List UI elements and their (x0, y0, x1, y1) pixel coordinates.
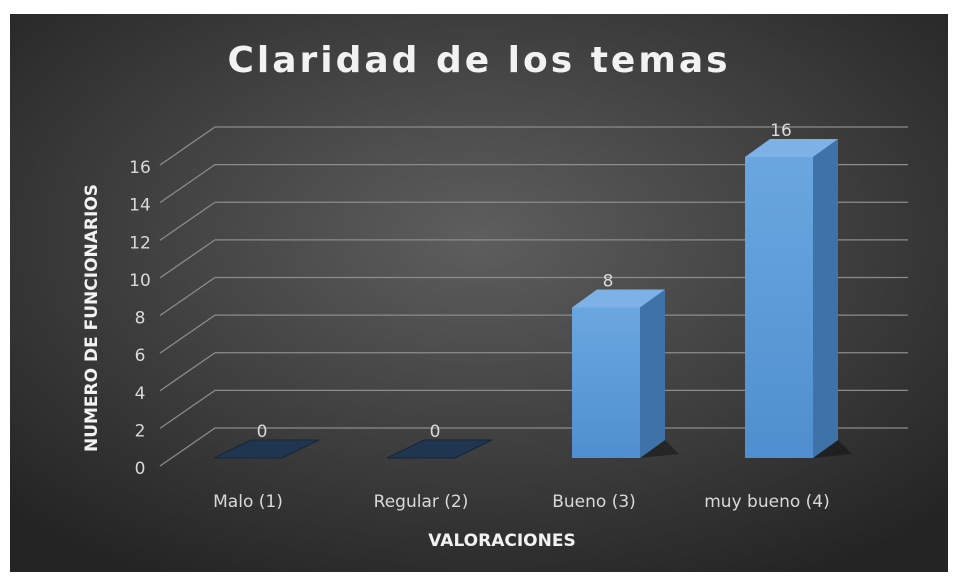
bar (386, 439, 493, 459)
y-tick-label: 12 (129, 233, 151, 253)
grid-line (159, 427, 908, 467)
y-tick-label: 4 (135, 384, 146, 404)
bar-shadow (813, 440, 852, 458)
data-label: 0 (430, 422, 441, 442)
chart-title: Claridad de los temas (227, 40, 730, 81)
grid-line (159, 352, 908, 392)
x-tick-label: Bueno (3) (552, 492, 636, 512)
data-label: 8 (603, 272, 614, 292)
y-tick-label: 14 (129, 196, 151, 216)
y-tick-label: 16 (129, 158, 151, 178)
grid-line (159, 314, 908, 354)
x-tick-label: muy bueno (4) (704, 492, 829, 512)
y-tick-label: 8 (135, 309, 146, 329)
x-tick-label: Malo (1) (213, 492, 283, 512)
bar-side (813, 139, 838, 458)
grid-line (159, 163, 908, 204)
bar-top (745, 139, 838, 157)
bar-side (640, 289, 665, 458)
grid-line (159, 126, 908, 166)
bar-shadow (640, 440, 679, 458)
bar-top (572, 289, 665, 308)
y-tick-label: 2 (135, 421, 146, 441)
x-tick-label: Regular (2) (374, 492, 469, 512)
bar (213, 439, 320, 459)
data-label: 0 (257, 422, 268, 442)
y-tick-label: 0 (135, 459, 146, 479)
grid-line (159, 389, 908, 429)
bar (572, 307, 640, 458)
y-tick-label: 10 (129, 271, 151, 291)
grid-line (159, 276, 908, 317)
grid-line (159, 201, 908, 241)
y-axis-label: NUMERO DE FUNCIONARIOS (82, 184, 102, 452)
y-tick-label: 6 (135, 346, 146, 366)
bar (745, 157, 813, 458)
x-axis-label: VALORACIONES (428, 531, 575, 551)
data-label: 16 (770, 121, 792, 141)
grid-line (159, 239, 908, 279)
